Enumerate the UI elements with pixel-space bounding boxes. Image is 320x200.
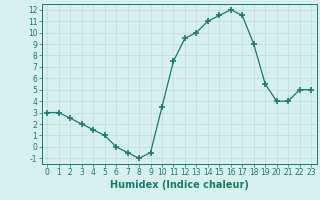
X-axis label: Humidex (Indice chaleur): Humidex (Indice chaleur) bbox=[110, 180, 249, 190]
